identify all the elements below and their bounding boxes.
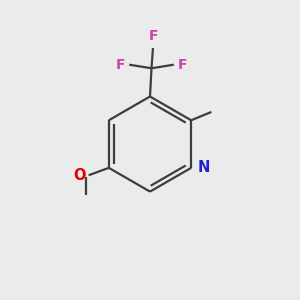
Text: O: O	[74, 168, 86, 183]
Text: N: N	[198, 160, 210, 175]
Text: F: F	[116, 58, 126, 72]
Text: F: F	[177, 58, 187, 72]
Text: F: F	[149, 29, 159, 43]
